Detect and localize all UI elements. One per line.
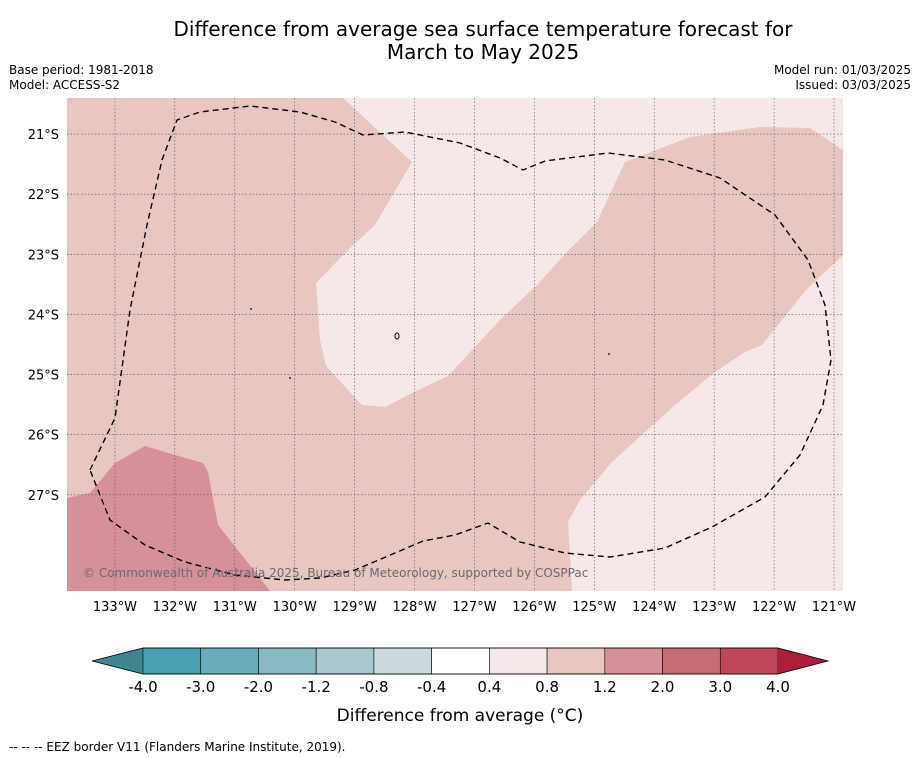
colorbar-tick-label: -2.0 [244, 678, 273, 696]
latitude-tick-label: 26°S [28, 429, 59, 444]
longitude-tick-label: 130°W [273, 600, 317, 615]
colorbar-tick-label: 0.4 [477, 678, 501, 696]
latitude-tick-label: 27°S [28, 489, 59, 504]
colorbar-title: Difference from average (°C) [337, 706, 584, 726]
latitude-axis: 21°S 22°S 23°S 24°S 25°S 26°S 27°S [28, 128, 59, 504]
island [250, 308, 252, 310]
colorbar-tick-label: 4.0 [766, 678, 790, 696]
anomaly-region-warm [67, 446, 270, 591]
colorbar-tick-label: -0.4 [417, 678, 446, 696]
base-period: Base period: 1981-2018 [9, 63, 154, 77]
map-plot-area: © Commonwealth of Australia 2025, Bureau… [67, 98, 843, 591]
copyright-notice: © Commonwealth of Australia 2025, Bureau… [83, 566, 588, 580]
longitude-tick-label: 121°W [812, 600, 856, 615]
island [394, 332, 400, 340]
longitude-tick-label: 126°W [512, 600, 556, 615]
map-title: Difference from average sea surface temp… [0, 18, 919, 64]
gridlines [67, 98, 843, 591]
model-run: Model run: 01/03/2025 [773, 63, 911, 77]
colorbar-tick-label: -1.2 [302, 678, 331, 696]
colorbar-under-arrow [92, 648, 143, 674]
latitude-tick-label: 23°S [28, 248, 59, 263]
longitude-axis: 133°W 132°W 131°W 130°W 129°W 128°W 127°W 126°W… [93, 600, 856, 615]
colorbar-tick-label: 3.0 [708, 678, 732, 696]
colorbar-bin [142, 647, 202, 675]
map-title-line-2: March to May 2025 [386, 40, 580, 64]
latitude-tick-label: 21°S [28, 128, 59, 143]
meta-right: Model run: 01/03/2025 Issued: 03/03/2025 [774, 63, 911, 93]
small-islands [250, 308, 610, 379]
colorbar-tick-label: -4.0 [128, 678, 157, 696]
longitude-tick-label: 123°W [692, 600, 736, 615]
longitude-tick-label: 128°W [392, 600, 436, 615]
model-name: Model: ACCESS-S2 [9, 78, 121, 92]
colorbar-bin [719, 647, 779, 675]
colorbar-bins [142, 647, 779, 675]
colorbar-over-arrow [778, 648, 828, 674]
island [289, 377, 291, 379]
anomaly-region-light [568, 255, 843, 591]
colorbar-bin [200, 647, 259, 675]
colorbar-bin [489, 647, 548, 675]
meta-left: Base period: 1981-2018 Model: ACCESS-S2 [9, 63, 154, 93]
colorbar-bin [546, 647, 606, 675]
colorbar-tick-label: 0.8 [535, 678, 559, 696]
colorbar-tick-label: 2.0 [651, 678, 675, 696]
longitude-tick-label: 124°W [632, 600, 676, 615]
colorbar-bin [373, 647, 432, 675]
anomaly-region-light [316, 98, 843, 407]
colorbar-bin [662, 647, 721, 675]
island [608, 353, 610, 355]
longitude-tick-label: 131°W [213, 600, 257, 615]
colorbar-tick-label: -3.0 [186, 678, 215, 696]
colorbar-labels: -4.0 -3.0 -2.0 -1.2 -0.8 -0.4 0.4 0.8 1.2 2.0 3.0 4… [128, 678, 790, 696]
eez-legend-note: -- -- -- EEZ border V11 (Flanders Marine… [9, 740, 346, 754]
eez-border [89, 105, 832, 581]
latitude-tick-label: 22°S [28, 188, 59, 203]
longitude-tick-label: 125°W [572, 600, 616, 615]
colorbar: -4.0 -3.0 -2.0 -1.2 -0.8 -0.4 0.4 0.8 1.2 2.0 3.0 4… [91, 647, 830, 726]
colorbar-bin [315, 647, 375, 675]
colorbar-bin [604, 647, 663, 675]
longitude-tick-label: 133°W [93, 600, 137, 615]
issued-date: Issued: 03/03/2025 [795, 78, 911, 92]
latitude-tick-label: 25°S [28, 369, 59, 384]
latitude-tick-label: 24°S [28, 308, 59, 323]
longitude-tick-label: 129°W [333, 600, 377, 615]
longitude-tick-label: 132°W [153, 600, 197, 615]
colorbar-tick-label: -0.8 [359, 678, 388, 696]
colorbar-tick-label: 1.2 [593, 678, 617, 696]
colorbar-bin [258, 647, 317, 675]
longitude-tick-label: 127°W [452, 600, 496, 615]
map-title-line-1: Difference from average sea surface temp… [173, 17, 793, 41]
colorbar-outline [91, 647, 830, 675]
longitude-tick-label: 122°W [752, 600, 796, 615]
colorbar-bin [431, 647, 490, 675]
